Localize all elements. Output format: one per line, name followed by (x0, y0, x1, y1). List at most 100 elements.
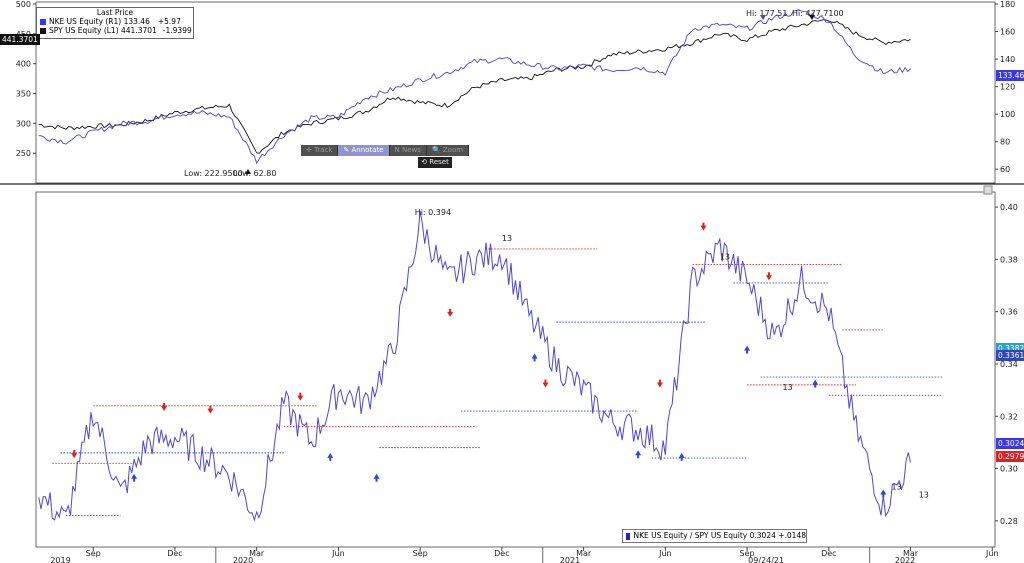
buy-signal-icon (635, 450, 642, 459)
sell-signal-icon (71, 450, 78, 459)
zoom-button[interactable]: 🔍 Zoom (427, 145, 470, 156)
track-label: Track (314, 146, 333, 154)
buy-signal-icon (812, 379, 819, 388)
sell-signal-icon (700, 222, 707, 231)
year-label: 2021 (560, 556, 580, 563)
spy-hi-label: Hi: 477.7100 (792, 9, 844, 18)
ratio-axis-label: 0.32 (1000, 412, 1018, 421)
spy-price-tag: 441.3701 (0, 34, 40, 45)
left-axis-label: 400 (16, 60, 31, 69)
spy-low-label: Low: 222.9500 (184, 169, 243, 178)
track-button[interactable]: ✛ Track (301, 145, 339, 156)
count-13-label: 13 (502, 234, 512, 243)
nke-hi-marker (760, 15, 766, 20)
left-axis-label: 350 (16, 90, 31, 99)
x-axis-label: Mar (903, 549, 919, 558)
x-axis-label: Jun (331, 549, 345, 558)
bottom-panel-frame (35, 191, 996, 548)
news-label: News (402, 146, 421, 154)
x-axis-label: Mar (249, 549, 265, 558)
legend-row-spy[interactable]: SPY US Equity (L1) 441.3701 -1.9399 (37, 26, 193, 35)
buy-signal-icon (131, 473, 138, 482)
ratio-axis-label: 0.28 (1000, 517, 1018, 526)
year-label: 2020 (233, 556, 253, 563)
right-axis-label: 120 (1000, 83, 1015, 92)
ratio-axis-label: 0.40 (1000, 203, 1018, 212)
count-13-label: 13 (782, 383, 792, 392)
annotate-button[interactable]: ✎ Annotate (338, 145, 390, 156)
legend-nke-text: NKE US Equity (R1) 133.46 (49, 17, 150, 26)
count-13-label: 13 (720, 252, 730, 261)
spy-line (38, 19, 911, 154)
ratio-swatch-icon (626, 532, 630, 540)
reset-label: Reset (429, 158, 449, 166)
ratio-red-tag: 0.2979 (996, 451, 1024, 462)
ratio-hi-label: Hi: 0.394 (415, 208, 451, 217)
x-axis-label: Dec (494, 549, 509, 558)
right-axis-label: 140 (1000, 55, 1015, 64)
chart-toolbar: ✛ Track ✎ Annotate N News 🔍 Zoom (301, 145, 470, 156)
x-axis-label: Dec (167, 549, 182, 558)
buy-signal-icon (880, 489, 887, 498)
nke-price-tag: 133.46 (996, 70, 1024, 81)
ratio-line (38, 210, 911, 522)
right-axis-label: 160 (1000, 28, 1015, 37)
x-axis-label: Mar (576, 549, 592, 558)
ratio-axis-label: 0.38 (1000, 255, 1018, 264)
nke-swatch-icon (40, 18, 46, 25)
left-axis-label: 500 (16, 0, 31, 9)
news-button[interactable]: N News (390, 145, 427, 156)
x-axis-label: Sep (86, 549, 101, 558)
sell-signal-icon (765, 272, 772, 281)
spy-low-marker (245, 169, 251, 174)
ratio-legend-text: NKE US Equity / SPY US Equity 0.3024 +.0… (633, 531, 807, 540)
right-axis-label: 80 (1000, 138, 1010, 147)
x-axis-label: Jun (985, 549, 999, 558)
year-label: 2022 (895, 556, 915, 563)
sell-signal-icon (656, 379, 663, 388)
nke-line (38, 9, 911, 165)
left-axis-label: 300 (16, 119, 31, 128)
top-legend: Last Price NKE US Equity (R1) 133.46 +5.… (36, 7, 194, 39)
sell-signal-icon (207, 405, 214, 414)
cursor-date-label: 09/24/21 (748, 556, 784, 563)
sell-signal-icon (161, 403, 168, 412)
x-axis-label: Sep (413, 549, 428, 558)
legend-row-nke[interactable]: NKE US Equity (R1) 133.46 +5.97 (37, 17, 193, 26)
buy-signal-icon (373, 473, 380, 482)
legend-nke-change: +5.97 (157, 17, 181, 26)
right-axis-label: 60 (1000, 165, 1010, 174)
top-panel-frame (35, 1, 996, 184)
left-axis-label: 250 (16, 149, 31, 158)
x-axis-label: Dec (821, 549, 836, 558)
x-axis-label: Sep (740, 549, 755, 558)
sell-signal-icon (447, 308, 454, 317)
year-label: 2019 (50, 556, 70, 563)
nke-low-label: Low: 62.80 (233, 169, 276, 178)
ratio-axis-label: 0.36 (1000, 308, 1018, 317)
ratio-legend[interactable]: NKE US Equity / SPY US Equity 0.3024 +.0… (622, 529, 807, 543)
legend-spy-change: -1.9399 (162, 26, 192, 35)
buy-signal-icon (531, 353, 538, 362)
legend-title: Last Price (96, 8, 134, 17)
ratio-cyan-tag: 0.3382 (996, 343, 1024, 354)
count-13-label: 13 (891, 482, 901, 491)
right-axis-label: 100 (1000, 110, 1015, 119)
ratio-dark-tag: 0.3361 (996, 350, 1024, 361)
spy-hi-marker (809, 15, 815, 20)
zoom-label: Zoom (442, 146, 464, 154)
legend-spy-text: SPY US Equity (L1) 441.3701 (49, 26, 157, 35)
spy-swatch-icon (40, 27, 46, 34)
buy-signal-icon (744, 345, 751, 354)
panel-settings-icon (983, 185, 993, 195)
sell-signal-icon (297, 392, 304, 401)
buy-signal-icon (327, 452, 334, 461)
ratio-axis-label: 0.30 (1000, 465, 1018, 474)
right-axis-label: 180 (1000, 0, 1015, 9)
buy-signal-icon (678, 452, 685, 461)
count-13-label: 13 (919, 490, 929, 499)
reset-button[interactable]: ⟲ Reset (418, 157, 452, 168)
ratio-last-tag: 0.3024 (996, 438, 1024, 449)
ratio-axis-label: 0.34 (1000, 360, 1018, 369)
